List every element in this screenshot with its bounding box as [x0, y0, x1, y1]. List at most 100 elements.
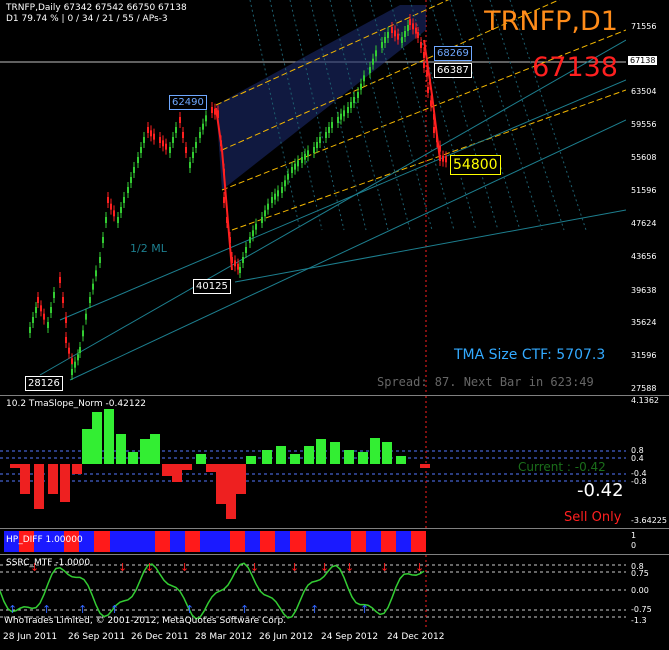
price-candle-body [92, 283, 94, 290]
price-candle-body [313, 147, 315, 153]
tma-header: 10.2 TmaSlope_Norm -0.42122 [6, 399, 147, 409]
price-candle-body [387, 32, 389, 38]
hp-diff-segment [320, 531, 336, 552]
price-candle-body [439, 145, 441, 152]
price-candle-body [433, 127, 435, 133]
price-box-54800: 54800 [450, 155, 501, 175]
date-tick: 28 Jun 2011 [3, 632, 58, 642]
zigzag-line [215, 107, 233, 271]
price-candle-body [423, 52, 425, 58]
price-candle-body [62, 297, 64, 303]
tma-histogram-bar [330, 442, 340, 464]
price-candle-body [43, 313, 45, 320]
tma-tick: -0.4 [631, 469, 647, 478]
tma-histogram-bar [276, 446, 286, 464]
price-candle-body [245, 247, 247, 253]
price-candle-body [127, 187, 129, 193]
pitchfork-line [215, 0, 450, 106]
tma-current-label: Current : -0.42 [518, 460, 606, 474]
price-chart-pane[interactable]: TRNFP,Daily 67342 67542 66750 67138 D1 7… [0, 0, 626, 395]
price-candle-body [113, 210, 115, 217]
price-candle-body [347, 107, 349, 113]
tma-scale: 4.1362 0.8 0.4 -0.4 -0.8 -3.64225 [626, 396, 669, 528]
price-candle-body [99, 257, 101, 263]
median-line [234, 209, 626, 283]
price-candle-body [175, 127, 177, 133]
copyright-text: WhoTrades Limited, © 2001-2012, MetaQuot… [4, 616, 287, 626]
hp-diff-pane[interactable]: HP_DIFF 1.00000 [0, 529, 626, 554]
hp-diff-histogram [4, 531, 427, 552]
hp-diff-segment [184, 531, 201, 552]
fan-line [449, 0, 521, 231]
sell-arrow-icon: ↓ [320, 561, 329, 574]
price-tick: 71556 [631, 22, 657, 31]
sell-only-signal: Sell Only [564, 510, 622, 525]
price-candle-body [65, 317, 67, 323]
date-tick: 24 Dec 2012 [387, 632, 445, 642]
tma-tick: -3.64225 [631, 516, 667, 525]
pane-separator[interactable] [0, 395, 669, 396]
tma-histogram-bar [420, 464, 430, 468]
hp-diff-segment [19, 531, 35, 552]
price-candle-body [294, 163, 296, 170]
hp-scale: 1 0 [626, 529, 669, 554]
price-tick: 55608 [631, 153, 657, 162]
sell-arrow-icon: ↓ [380, 561, 389, 574]
hp-diff-segment [49, 531, 65, 552]
price-candle-body [319, 137, 321, 143]
tma-histogram-bar [10, 464, 20, 468]
price-candle-body [32, 317, 34, 323]
fan-line [269, 0, 323, 231]
price-candle-body [264, 210, 266, 217]
date-tick: 26 Jun 2012 [259, 632, 314, 642]
price-candle-body [291, 167, 293, 173]
sell-arrow-icon: ↓ [290, 561, 299, 574]
price-candle-body [105, 217, 107, 223]
hp-diff-segment [260, 531, 276, 552]
price-candle-body [110, 203, 112, 210]
price-candle-body [37, 297, 39, 303]
price-candle-body [85, 313, 87, 320]
sell-arrow-icon: ↓ [145, 561, 154, 574]
hp-diff-segment [215, 531, 231, 552]
price-candle-body [363, 75, 365, 82]
tma-histogram-bar [246, 456, 256, 464]
price-candle-body [214, 108, 216, 115]
ssrc-line [0, 562, 425, 620]
pane-separator[interactable] [0, 554, 669, 555]
price-candle-body [304, 153, 306, 160]
price-candle-body [277, 190, 279, 197]
fan-line [389, 0, 455, 231]
hp-diff-header: HP_DIFF 1.00000 [6, 535, 83, 545]
price-candle-body [234, 260, 236, 267]
hp-diff-segment [350, 531, 366, 552]
price-box-28126: 28126 [25, 376, 63, 391]
price-candle-body [427, 87, 429, 93]
tma-slope-pane[interactable]: 10.2 TmaSlope_Norm -0.42122 Current : -0… [0, 396, 626, 528]
hp-diff-segment [124, 531, 140, 552]
ssrc-pane[interactable]: ↓ ↓ ↓ ↓ ↓ ↓ ↓ ↓ ↓ ↓ ↑ ↑ ↑ ↑ ↑ ↑ ↑ ↑ SSRC_MTF -1.0000 WhoT… [0, 555, 626, 628]
price-box-66387: 66387 [434, 63, 472, 78]
hp-diff-segment [169, 531, 185, 552]
price-candle-body [331, 122, 333, 128]
price-candle-body [205, 115, 207, 122]
tma-histogram-bar [92, 412, 102, 464]
sell-arrow-icon: ↓ [180, 561, 189, 574]
price-candle-body [394, 30, 396, 37]
price-candle-body [284, 180, 286, 187]
buy-arrow-icon: ↑ [110, 603, 119, 616]
tma-histogram-bar [196, 454, 206, 464]
pitchfork-line [231, 89, 626, 231]
price-candle-body [397, 33, 399, 40]
sell-arrow-icon: ↓ [118, 561, 127, 574]
price-candle-body [316, 142, 318, 148]
hp-tick: 1 [631, 531, 637, 540]
buy-arrow-icon: ↑ [78, 603, 87, 616]
price-box-68269: 68269 [434, 46, 472, 61]
price-candle-body [71, 358, 73, 365]
pane-separator[interactable] [0, 528, 669, 529]
tma-histogram-bar [344, 450, 354, 464]
price-candle-body [372, 58, 374, 65]
buy-arrow-icon: ↑ [8, 603, 17, 616]
hp-diff-segment [34, 531, 50, 552]
